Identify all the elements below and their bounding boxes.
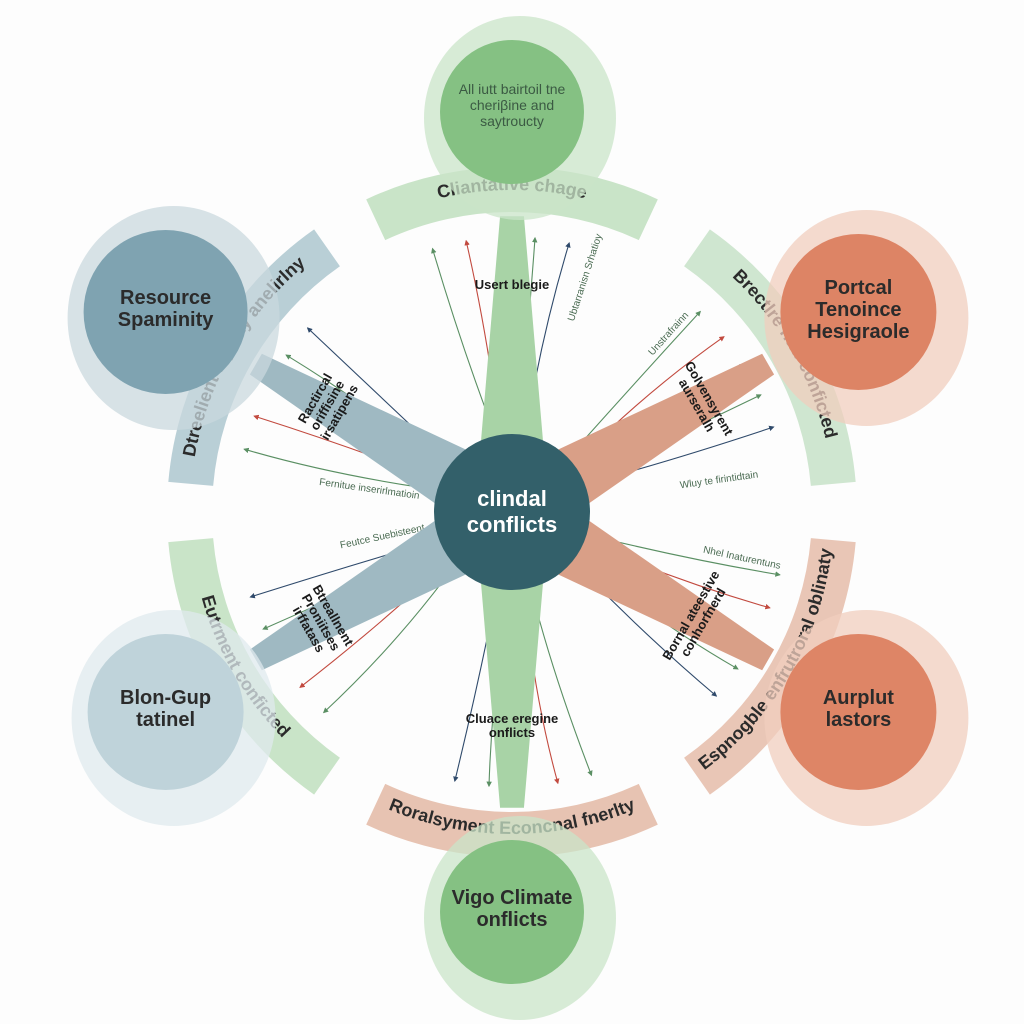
spoke-wedge <box>250 354 466 503</box>
ray-line <box>535 604 591 775</box>
node-label: Aurplutlastors <box>823 687 894 731</box>
ray-label: Unstrafrainn <box>647 310 692 358</box>
ray-label: Ubtarranisn Srhatioy <box>566 233 605 323</box>
spoke-label: Usert blegie <box>475 277 549 292</box>
circular-diagram: Ubtarranisn Srhatioy Unstrafrainn Wluy te … <box>0 0 1024 1024</box>
center-label: clindalconflicts <box>467 486 557 537</box>
node-label: ResourceSpaminity <box>118 287 214 331</box>
spoke-wedge <box>481 584 543 808</box>
spoke-label: Cluace eregineonflicts <box>466 711 559 740</box>
ray-label: Wluy te firintidtain <box>679 469 759 491</box>
ray-line <box>433 249 490 420</box>
